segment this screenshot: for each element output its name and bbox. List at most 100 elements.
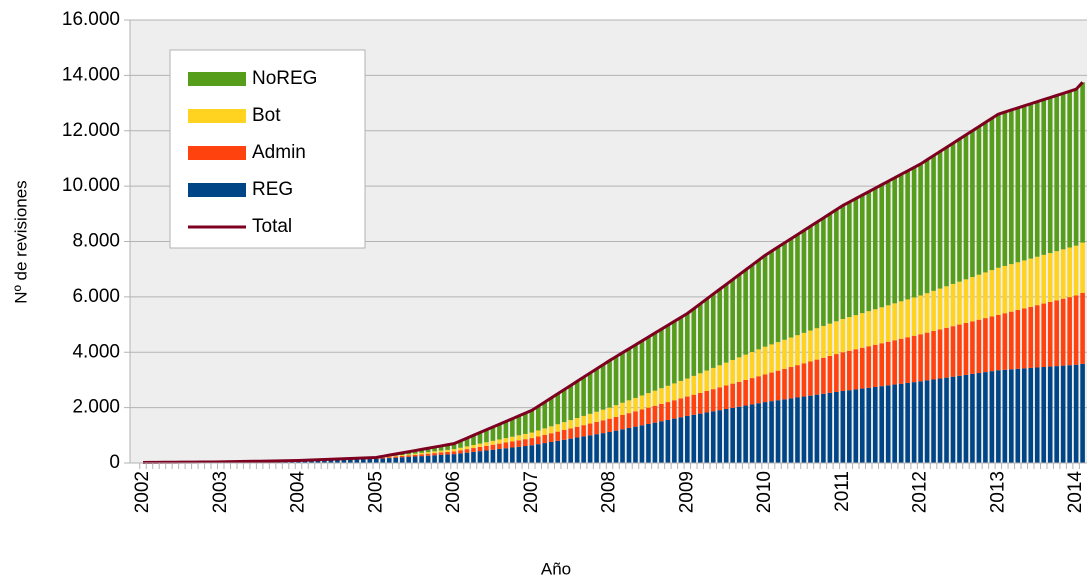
x-axis-label: Año — [541, 559, 571, 578]
bar — [393, 456, 399, 458]
bar — [970, 373, 975, 463]
x-tick-label: 2005 — [365, 471, 386, 513]
bar — [885, 341, 891, 386]
bar — [367, 459, 373, 463]
bar — [723, 409, 729, 463]
bar — [438, 445, 444, 451]
bar — [976, 319, 982, 374]
bar — [723, 385, 729, 410]
bar — [412, 453, 418, 455]
bar — [386, 457, 392, 459]
bar — [568, 438, 573, 463]
bar — [691, 375, 697, 395]
bar — [905, 337, 910, 383]
bar — [996, 114, 1001, 268]
bar — [1041, 367, 1047, 463]
bar — [1080, 363, 1085, 463]
bar — [963, 134, 969, 280]
bar — [646, 407, 651, 424]
bar — [697, 392, 703, 414]
bar — [548, 426, 554, 434]
bar — [523, 439, 528, 447]
bar — [866, 191, 872, 312]
bar — [438, 450, 444, 453]
bar — [535, 430, 541, 437]
bar — [620, 402, 625, 415]
bar — [561, 422, 567, 430]
bar — [736, 357, 742, 382]
bar — [756, 376, 761, 404]
bar — [665, 419, 671, 463]
bar — [438, 452, 444, 455]
bar — [516, 435, 522, 441]
bar — [743, 405, 748, 463]
bar — [801, 396, 807, 463]
bar — [1054, 95, 1059, 252]
bar — [970, 321, 975, 374]
bar — [710, 294, 716, 368]
bar — [931, 379, 936, 463]
bar — [1060, 365, 1066, 463]
bar — [892, 384, 897, 463]
bar — [1047, 97, 1053, 254]
bar — [756, 403, 761, 463]
bar — [1073, 295, 1079, 365]
bar — [464, 438, 470, 447]
bar — [659, 421, 664, 463]
bar — [574, 437, 580, 463]
bar — [847, 202, 852, 318]
bar — [905, 170, 910, 300]
bar — [931, 155, 936, 291]
bar — [574, 426, 580, 438]
bar — [918, 334, 923, 382]
bar — [464, 446, 470, 450]
bar — [613, 405, 619, 417]
bar — [587, 413, 593, 424]
bar — [471, 435, 476, 446]
bar — [607, 418, 612, 432]
bar — [931, 331, 936, 380]
bar — [548, 397, 554, 427]
bar — [1041, 254, 1047, 304]
bar — [808, 361, 813, 396]
bar — [983, 372, 988, 463]
bar — [892, 340, 897, 385]
bar — [795, 397, 800, 463]
bar — [808, 330, 813, 362]
bar — [717, 410, 723, 463]
bar — [484, 442, 489, 446]
bar — [672, 400, 677, 419]
bar — [788, 238, 794, 338]
bar — [924, 159, 930, 294]
x-tick-label: 2013 — [987, 471, 1008, 513]
bar — [710, 389, 716, 412]
x-tick-label: 2008 — [599, 471, 620, 513]
bar — [685, 396, 690, 416]
bar — [1054, 300, 1059, 367]
bar — [484, 445, 489, 451]
bar — [1034, 367, 1040, 463]
legend-label: Admin — [252, 142, 306, 163]
bar — [775, 400, 781, 463]
bar — [607, 431, 612, 463]
bar — [957, 139, 962, 282]
bar — [801, 230, 807, 333]
bar — [859, 195, 865, 314]
x-tick-label: 2003 — [210, 471, 231, 513]
bar — [736, 274, 742, 358]
bar — [639, 409, 645, 426]
bar — [1021, 105, 1027, 261]
bar — [801, 332, 807, 364]
bar — [568, 428, 573, 439]
bar — [497, 443, 502, 449]
bar — [762, 402, 768, 463]
bar — [302, 460, 308, 463]
bar — [775, 247, 781, 343]
bar — [600, 409, 606, 421]
bar — [911, 167, 917, 298]
bar — [399, 455, 405, 456]
x-tick-label: 2006 — [443, 471, 464, 513]
bar — [775, 370, 781, 401]
bar — [808, 226, 813, 331]
